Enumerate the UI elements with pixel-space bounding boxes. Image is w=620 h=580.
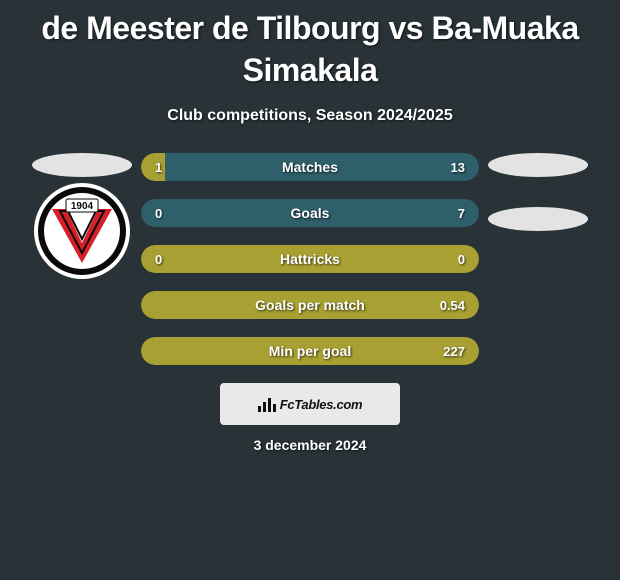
- bar-chart-icon: [258, 396, 276, 412]
- viktoria-koln-badge-icon: 1904: [32, 181, 132, 281]
- stat-label: Goals per match: [141, 291, 479, 319]
- stat-label: Min per goal: [141, 337, 479, 365]
- main-row: 1904 1Matches130Goals70Hattricks0Goals p…: [0, 153, 620, 365]
- stat-bar-matches: 1Matches13: [141, 153, 479, 181]
- stat-value-right: 227: [443, 337, 465, 365]
- badge-year: 1904: [71, 201, 94, 212]
- date-line: 3 december 2024: [0, 437, 620, 453]
- stat-label: Matches: [141, 153, 479, 181]
- right-side-column: [485, 153, 591, 231]
- right-club-pill: [488, 207, 588, 231]
- stat-value-right: 13: [451, 153, 465, 181]
- stat-bar-min-per-goal: Min per goal227: [141, 337, 479, 365]
- subtitle: Club competitions, Season 2024/2025: [0, 107, 620, 125]
- stat-bar-goals-per-match: Goals per match0.54: [141, 291, 479, 319]
- stat-label: Hattricks: [141, 245, 479, 273]
- stat-label: Goals: [141, 199, 479, 227]
- stat-value-right: 0: [458, 245, 465, 273]
- right-country-pill: [488, 153, 588, 177]
- stat-bar-hattricks: 0Hattricks0: [141, 245, 479, 273]
- footer-brand-box[interactable]: FcTables.com: [220, 383, 400, 425]
- page-title: de Meester de Tilbourg vs Ba-Muaka Simak…: [0, 0, 620, 91]
- left-country-pill: [32, 153, 132, 177]
- stats-column: 1Matches130Goals70Hattricks0Goals per ma…: [135, 153, 485, 365]
- footer-brand-text: FcTables.com: [280, 397, 363, 412]
- left-side-column: 1904: [29, 153, 135, 281]
- left-club-badge: 1904: [32, 181, 132, 281]
- stat-value-right: 0.54: [440, 291, 465, 319]
- stat-value-right: 7: [458, 199, 465, 227]
- stat-bar-goals: 0Goals7: [141, 199, 479, 227]
